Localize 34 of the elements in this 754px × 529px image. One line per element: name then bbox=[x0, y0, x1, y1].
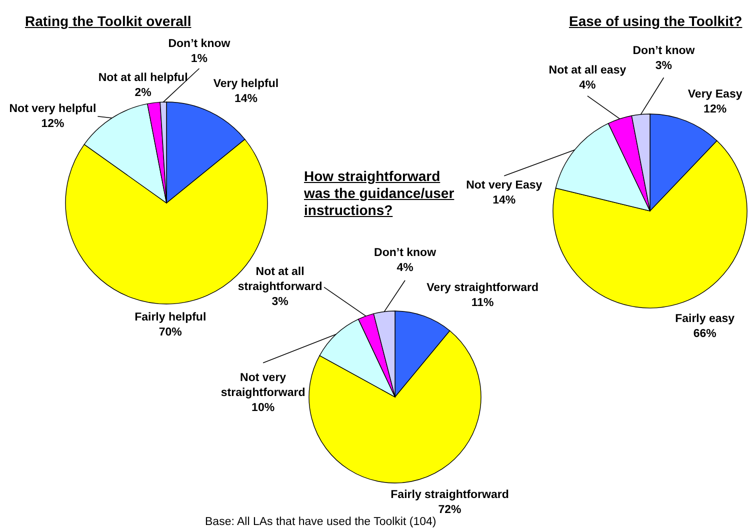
slice-label: Not very straightforward bbox=[220, 372, 306, 399]
data-label: 72% bbox=[438, 504, 462, 516]
slice-label: Very straightforward bbox=[426, 282, 538, 294]
data-label: 70% bbox=[158, 326, 182, 338]
slice-label: Don’t know bbox=[168, 38, 230, 50]
data-label: 4% bbox=[396, 262, 414, 274]
slice-label: Not at all helpful bbox=[98, 72, 188, 84]
data-label: 4% bbox=[579, 79, 596, 92]
slice-label: Don’t know bbox=[632, 45, 695, 58]
text: Base: All LAs that have used the Toolkit (104) bbox=[205, 515, 436, 529]
slice-label: Very Easy bbox=[688, 88, 743, 100]
data-label: 14% bbox=[492, 194, 516, 206]
data-label: 3% bbox=[655, 60, 672, 72]
data-label: 1% bbox=[190, 52, 208, 65]
data-label: 2% bbox=[134, 86, 152, 99]
slice-label: Fairly straightforward bbox=[390, 489, 509, 502]
data-label: 11% bbox=[471, 297, 494, 310]
slice-label: Fairly helpful bbox=[134, 311, 206, 324]
slice-label: Don’t know bbox=[374, 246, 436, 259]
slice-label: Not at all straightforward bbox=[238, 266, 322, 294]
slice-label: Not very Easy bbox=[466, 179, 543, 192]
chart-title: Rating the Toolkit overall bbox=[25, 13, 192, 30]
data-label: 12% bbox=[41, 118, 64, 130]
data-label: 12% bbox=[704, 103, 727, 116]
data-label: 3% bbox=[272, 296, 288, 308]
chart-title: How straightforward was the guidance/user instructions? bbox=[304, 168, 456, 219]
slice-label: Not very helpful bbox=[9, 102, 96, 115]
slice-label: Fairly easy bbox=[675, 313, 736, 326]
chart-title: Ease of using the Toolkit? bbox=[569, 13, 742, 30]
slice-label: Not at all easy bbox=[548, 64, 627, 76]
data-label: 66% bbox=[693, 328, 716, 340]
slice-label: Very helpful bbox=[213, 78, 279, 90]
data-label: 14% bbox=[234, 92, 258, 105]
data-label: 10% bbox=[252, 402, 275, 414]
